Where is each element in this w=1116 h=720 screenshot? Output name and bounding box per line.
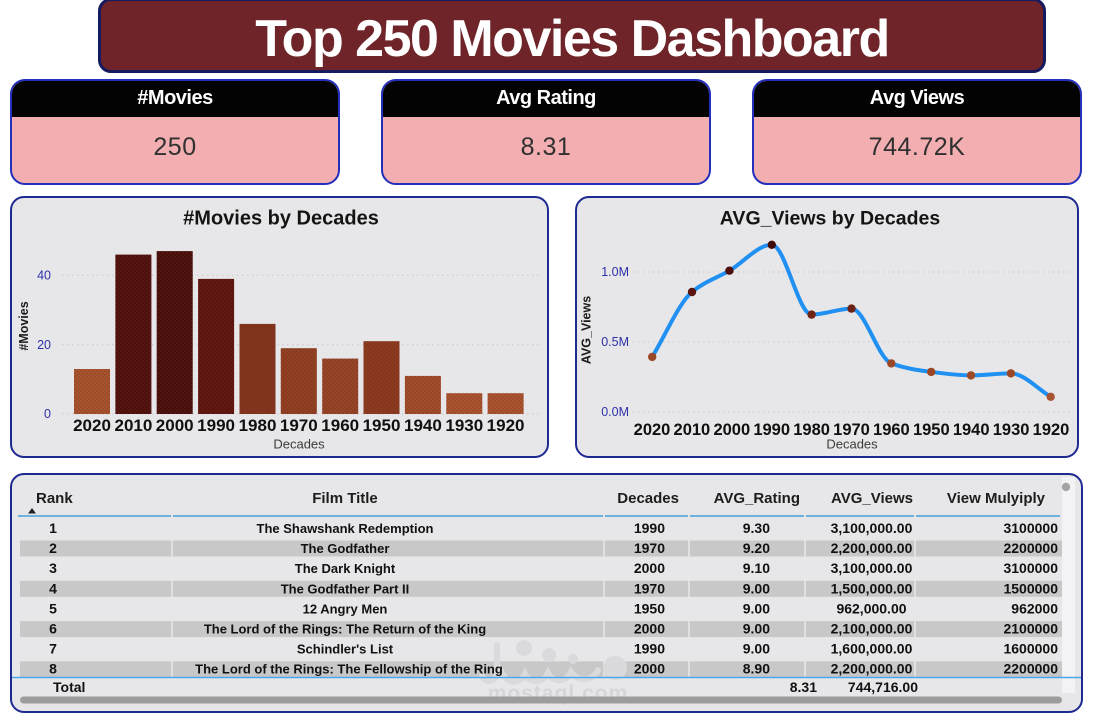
svg-text:2000: 2000 bbox=[634, 621, 665, 637]
svg-text:1980: 1980 bbox=[239, 416, 277, 435]
svg-text:#Movies: #Movies bbox=[17, 301, 31, 350]
svg-text:2000: 2000 bbox=[634, 560, 665, 576]
svg-text:8: 8 bbox=[49, 661, 57, 677]
svg-text:744,716.00: 744,716.00 bbox=[848, 679, 918, 695]
svg-text:9.00: 9.00 bbox=[743, 580, 770, 596]
svg-text:1.0M: 1.0M bbox=[601, 265, 629, 279]
svg-text:1930: 1930 bbox=[445, 416, 483, 435]
svg-text:1600000: 1600000 bbox=[1003, 641, 1058, 657]
svg-text:9.00: 9.00 bbox=[743, 621, 770, 637]
svg-text:7: 7 bbox=[49, 641, 57, 657]
svg-text:View Mulyiply: View Mulyiply bbox=[947, 490, 1046, 507]
svg-text:1: 1 bbox=[49, 520, 57, 536]
svg-text:2,200,000.00: 2,200,000.00 bbox=[831, 661, 913, 677]
svg-text:Rank: Rank bbox=[36, 490, 73, 507]
svg-text:1970: 1970 bbox=[280, 416, 318, 435]
svg-text:AVG_Views: AVG_Views bbox=[580, 296, 594, 364]
svg-text:1,600,000.00: 1,600,000.00 bbox=[831, 641, 913, 657]
svg-text:1990: 1990 bbox=[753, 421, 790, 439]
svg-text:0.0M: 0.0M bbox=[601, 405, 629, 419]
svg-text:962,000.00: 962,000.00 bbox=[836, 600, 906, 616]
svg-text:Decades: Decades bbox=[826, 437, 878, 452]
svg-text:1990: 1990 bbox=[634, 520, 665, 536]
svg-text:1930: 1930 bbox=[993, 421, 1030, 439]
svg-text:2020: 2020 bbox=[634, 421, 671, 439]
svg-text:The Godfather: The Godfather bbox=[301, 541, 390, 556]
svg-text:2000: 2000 bbox=[713, 421, 750, 439]
svg-text:1960: 1960 bbox=[873, 421, 910, 439]
svg-text:The Shawshank Redemption: The Shawshank Redemption bbox=[257, 521, 434, 536]
svg-text:9.30: 9.30 bbox=[743, 520, 770, 536]
svg-text:Total: Total bbox=[53, 679, 85, 695]
svg-text:Decades: Decades bbox=[273, 437, 325, 452]
svg-text:3,100,000.00: 3,100,000.00 bbox=[831, 520, 913, 536]
svg-text:1950: 1950 bbox=[913, 421, 950, 439]
svg-text:5: 5 bbox=[49, 600, 57, 616]
svg-text:1950: 1950 bbox=[363, 416, 401, 435]
svg-text:8.31: 8.31 bbox=[790, 679, 817, 695]
svg-text:1970: 1970 bbox=[634, 540, 665, 556]
svg-text:The Lord of the Rings: The Ret: The Lord of the Rings: The Return of the… bbox=[204, 622, 486, 637]
svg-text:1500000: 1500000 bbox=[1003, 580, 1058, 596]
svg-text:9.10: 9.10 bbox=[743, 560, 770, 576]
svg-text:1960: 1960 bbox=[321, 416, 359, 435]
svg-text:2200000: 2200000 bbox=[1003, 661, 1058, 677]
svg-text:Schindler's List: Schindler's List bbox=[297, 642, 394, 657]
svg-text:0.5M: 0.5M bbox=[601, 335, 629, 349]
svg-text:2020: 2020 bbox=[73, 416, 111, 435]
svg-text:1990: 1990 bbox=[634, 641, 665, 657]
svg-text:AVG_Rating: AVG_Rating bbox=[714, 490, 800, 507]
svg-text:9.20: 9.20 bbox=[743, 540, 770, 556]
svg-text:1970: 1970 bbox=[833, 421, 870, 439]
svg-text:3: 3 bbox=[49, 560, 57, 576]
svg-text:3100000: 3100000 bbox=[1003, 560, 1058, 576]
svg-text:1990: 1990 bbox=[197, 416, 235, 435]
svg-text:#Movies by Decades: #Movies by Decades bbox=[183, 208, 379, 230]
svg-text:2000: 2000 bbox=[156, 416, 194, 435]
svg-text:9.00: 9.00 bbox=[743, 600, 770, 616]
svg-text:1940: 1940 bbox=[404, 416, 442, 435]
svg-text:12 Angry Men: 12 Angry Men bbox=[303, 601, 388, 616]
svg-text:3,100,000.00: 3,100,000.00 bbox=[831, 560, 913, 576]
svg-text:9.00: 9.00 bbox=[743, 641, 770, 657]
svg-text:1970: 1970 bbox=[634, 580, 665, 596]
svg-text:Decades: Decades bbox=[617, 490, 679, 507]
svg-text:AVG_Views by Decades: AVG_Views by Decades bbox=[720, 208, 941, 230]
svg-text:2: 2 bbox=[49, 540, 57, 556]
svg-text:2,200,000.00: 2,200,000.00 bbox=[831, 540, 913, 556]
svg-text:2010: 2010 bbox=[674, 421, 711, 439]
svg-text:The Lord of the Rings: The Fel: The Lord of the Rings: The Fellowship of… bbox=[195, 662, 503, 677]
svg-text:1,500,000.00: 1,500,000.00 bbox=[831, 580, 913, 596]
svg-text:2100000: 2100000 bbox=[1003, 621, 1058, 637]
svg-text:1980: 1980 bbox=[793, 421, 830, 439]
svg-text:0: 0 bbox=[44, 407, 51, 421]
svg-text:8.90: 8.90 bbox=[743, 661, 770, 677]
svg-text:AVG_Views: AVG_Views bbox=[831, 490, 913, 507]
svg-text:2000: 2000 bbox=[634, 661, 665, 677]
svg-text:40: 40 bbox=[37, 269, 51, 283]
svg-text:962000: 962000 bbox=[1011, 600, 1058, 616]
svg-text:Film Title: Film Title bbox=[312, 490, 378, 507]
svg-text:1940: 1940 bbox=[953, 421, 990, 439]
svg-text:20: 20 bbox=[37, 338, 51, 352]
svg-text:4: 4 bbox=[49, 580, 57, 596]
svg-text:1920: 1920 bbox=[487, 416, 525, 435]
svg-text:1920: 1920 bbox=[1033, 421, 1070, 439]
svg-text:2010: 2010 bbox=[114, 416, 152, 435]
svg-text:6: 6 bbox=[49, 621, 57, 637]
svg-text:1950: 1950 bbox=[634, 600, 665, 616]
svg-text:The Dark Knight: The Dark Knight bbox=[295, 561, 396, 576]
svg-text:2200000: 2200000 bbox=[1003, 540, 1058, 556]
svg-text:3100000: 3100000 bbox=[1003, 520, 1058, 536]
svg-text:The Godfather Part II: The Godfather Part II bbox=[281, 581, 410, 596]
svg-text:2,100,000.00: 2,100,000.00 bbox=[831, 621, 913, 637]
